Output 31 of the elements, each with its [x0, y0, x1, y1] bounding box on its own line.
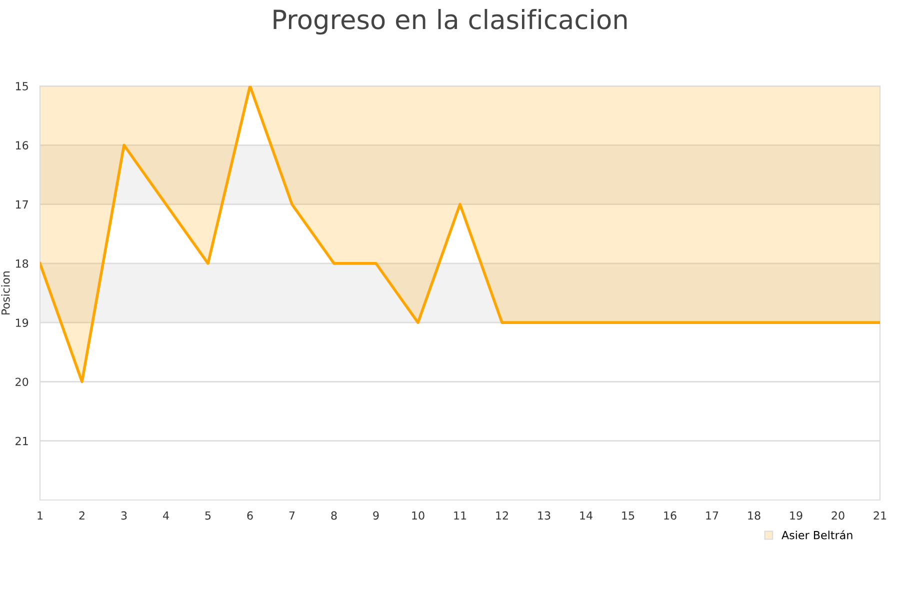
y-axis-title: Posicion: [1, 271, 10, 314]
y-tick-label: 18: [16, 259, 28, 268]
y-tick-label: 19: [16, 318, 28, 327]
x-tick-label: 19: [790, 511, 802, 520]
x-tick-label: 7: [289, 511, 295, 520]
y-tick-label: 15: [16, 82, 28, 90]
x-tick-label: 15: [622, 511, 634, 520]
x-tick-label: 17: [706, 511, 718, 520]
x-tick-label: 9: [373, 511, 379, 520]
x-tick-label: 5: [205, 511, 211, 520]
x-tick-label: 20: [832, 511, 844, 520]
x-tick-label: 16: [664, 511, 676, 520]
y-tick-label: 20: [16, 378, 28, 386]
y-tick-label: 21: [16, 436, 28, 446]
y-tick-label: 16: [16, 141, 28, 150]
x-tick-label: 21: [874, 511, 886, 520]
x-tick-label: 6: [247, 511, 253, 520]
x-tick-label: 10: [412, 511, 424, 520]
x-tick-label: 8: [331, 511, 337, 520]
chart-title: Progreso en la clasificacion: [274, 9, 627, 35]
x-tick-label: 11: [454, 511, 466, 520]
x-tick-label: 12: [496, 511, 508, 520]
x-tick-label: 14: [580, 511, 592, 520]
legend-label: Asier Beltrán: [782, 530, 852, 540]
y-tick-label: 17: [16, 200, 28, 209]
x-tick-label: 2: [79, 511, 84, 520]
x-tick-label: 13: [538, 511, 550, 520]
x-tick-label: 1: [38, 511, 43, 520]
x-tick-label: 4: [163, 511, 169, 520]
x-tick-label: 18: [748, 511, 760, 520]
x-tick-label: 3: [121, 511, 127, 520]
